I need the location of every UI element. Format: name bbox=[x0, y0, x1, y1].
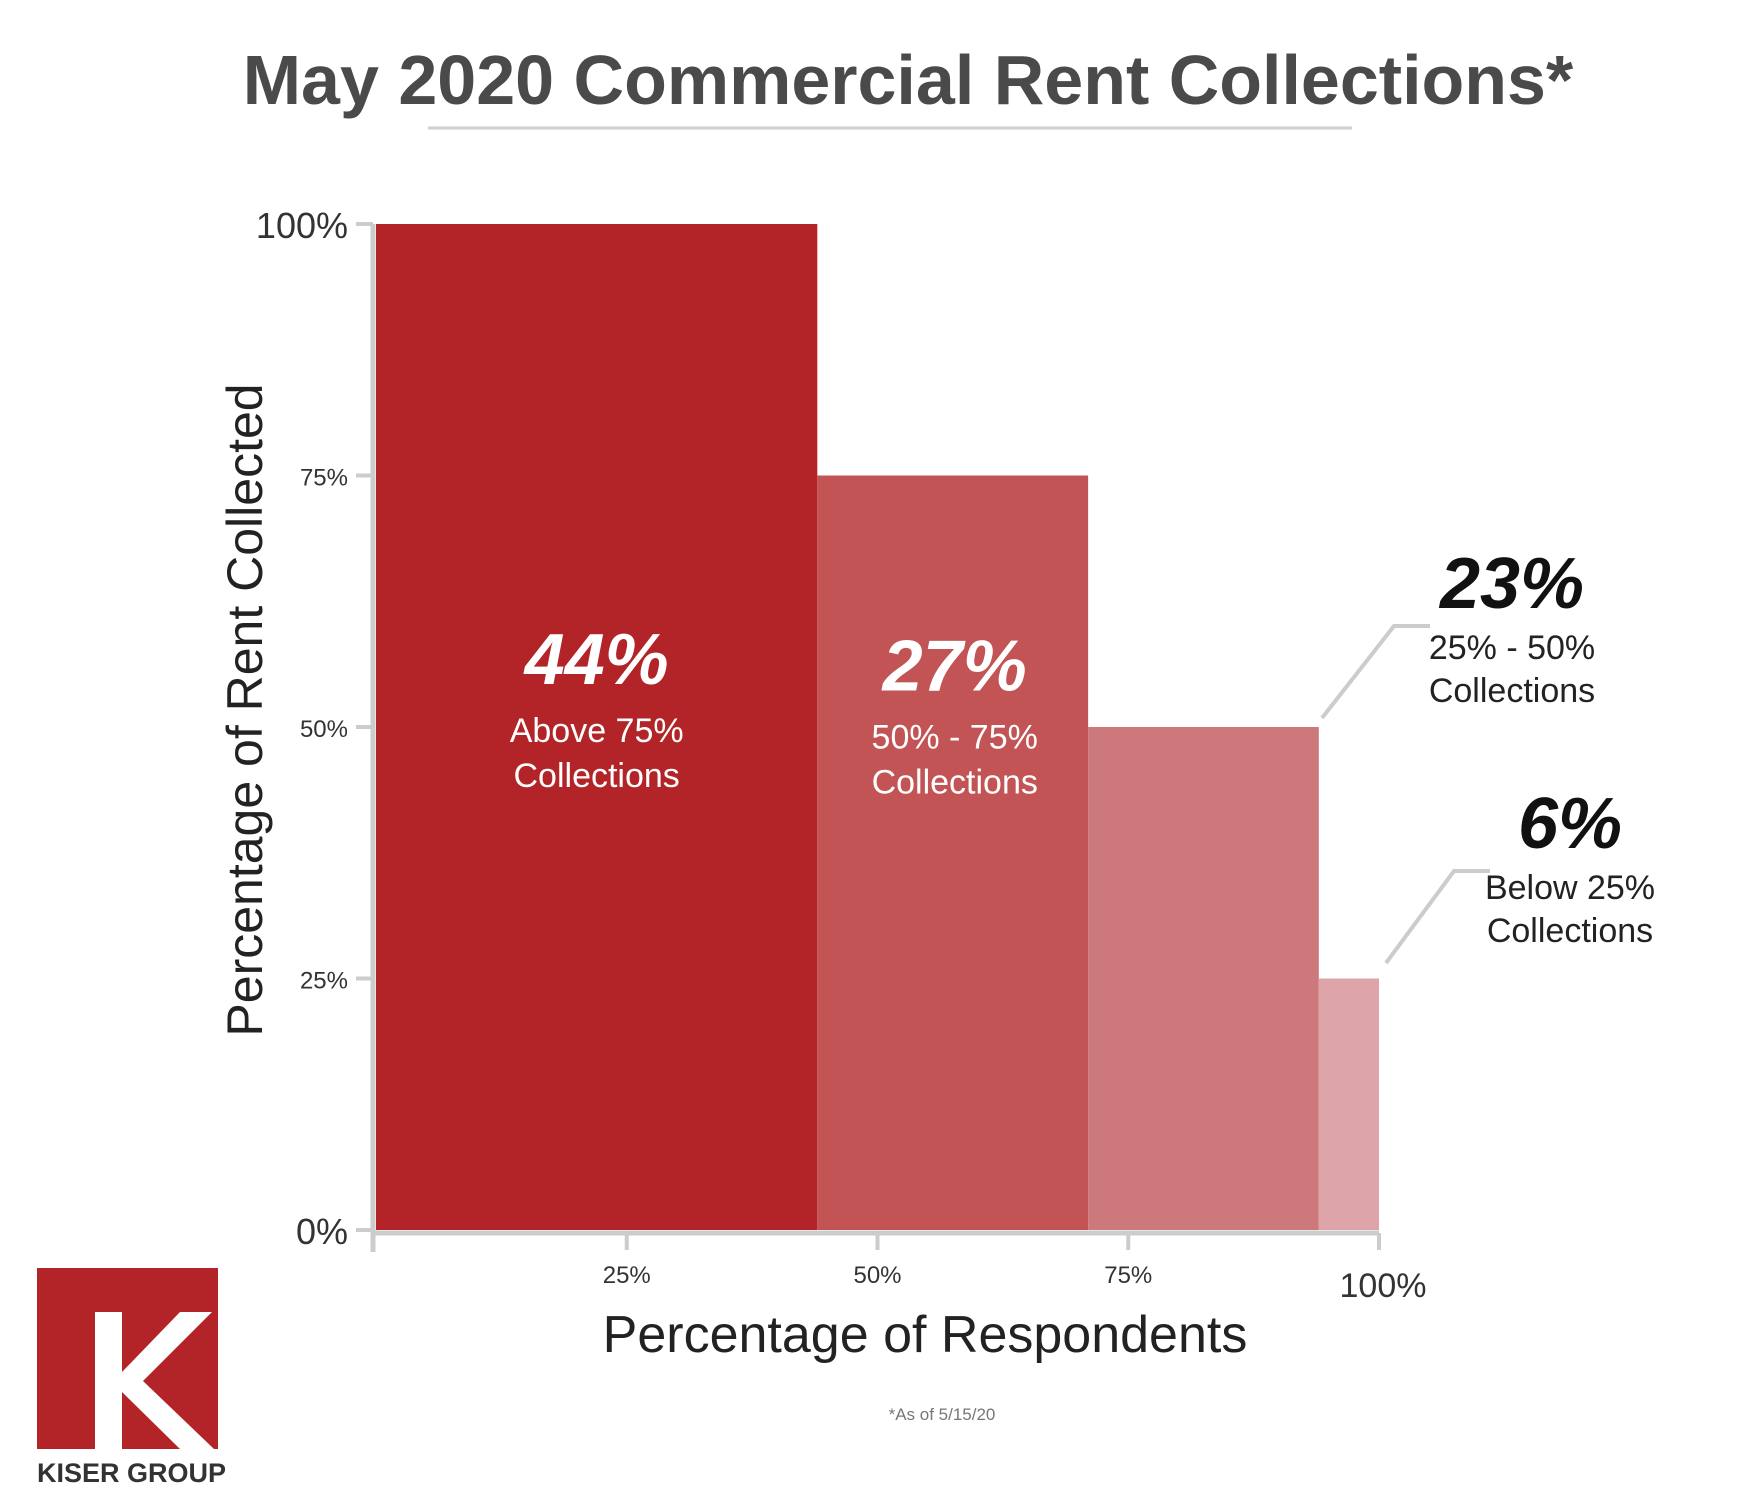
bar-category-label: Collections bbox=[514, 757, 680, 795]
bar-category-label: Below 25% bbox=[1485, 869, 1655, 907]
bar-category-label: Above 75% bbox=[510, 712, 684, 750]
y-tick-label: 25% bbox=[300, 968, 348, 995]
x-tick-label: 50% bbox=[853, 1262, 901, 1289]
bar-category-label: 50% - 75% bbox=[872, 719, 1038, 757]
bar-4 bbox=[1318, 978, 1379, 1230]
callout-line bbox=[1320, 624, 1430, 720]
logo-k-mark bbox=[95, 1312, 214, 1449]
bar-labels-group: 44% Above 75% Collections 27% 50% - 75% Colle… bbox=[510, 544, 1655, 965]
x-ticks-group: 25% 50% 75% 100% bbox=[603, 1233, 1427, 1305]
bars-group bbox=[376, 224, 1379, 1230]
y-tick-label: 50% bbox=[300, 716, 348, 743]
bar-value-label: 44% bbox=[523, 620, 669, 700]
bar-2 bbox=[817, 475, 1089, 1230]
x-axis-title: Percentage of Respondents bbox=[603, 1306, 1248, 1364]
y-axis-title: Percentage of Rent Collected bbox=[217, 383, 273, 1036]
kiser-group-logo: KISER GROUP bbox=[37, 1268, 226, 1488]
y-tick-label: 100% bbox=[256, 205, 348, 246]
callout-line bbox=[1384, 869, 1490, 965]
logo-square bbox=[37, 1268, 218, 1449]
x-tick-label: 100% bbox=[1340, 1267, 1427, 1305]
bar-value-label: 27% bbox=[881, 627, 1027, 707]
bar-category-label: 25% - 50% bbox=[1429, 629, 1595, 667]
logo-name: KISER GROUP bbox=[37, 1458, 226, 1488]
bar-value-label: 6% bbox=[1518, 784, 1622, 864]
bar-3 bbox=[1088, 727, 1319, 1230]
y-tick-label: 0% bbox=[296, 1211, 348, 1252]
bar-1 bbox=[376, 224, 818, 1230]
y-ticks-group: 0% 25% 50% 75% 100% bbox=[256, 205, 373, 1252]
footnote: *As of 5/15/20 bbox=[889, 1405, 996, 1424]
bar-category-label: Collections bbox=[1487, 912, 1653, 950]
bar-category-label: Collections bbox=[872, 764, 1038, 802]
chart-title: May 2020 Commercial Rent Collections* bbox=[243, 41, 1574, 119]
y-tick-label: 75% bbox=[300, 465, 348, 492]
bar-category-label: Collections bbox=[1429, 672, 1595, 710]
x-tick-label: 75% bbox=[1104, 1262, 1152, 1289]
x-tick-label: 25% bbox=[603, 1262, 651, 1289]
bar-value-label: 23% bbox=[1438, 544, 1584, 624]
